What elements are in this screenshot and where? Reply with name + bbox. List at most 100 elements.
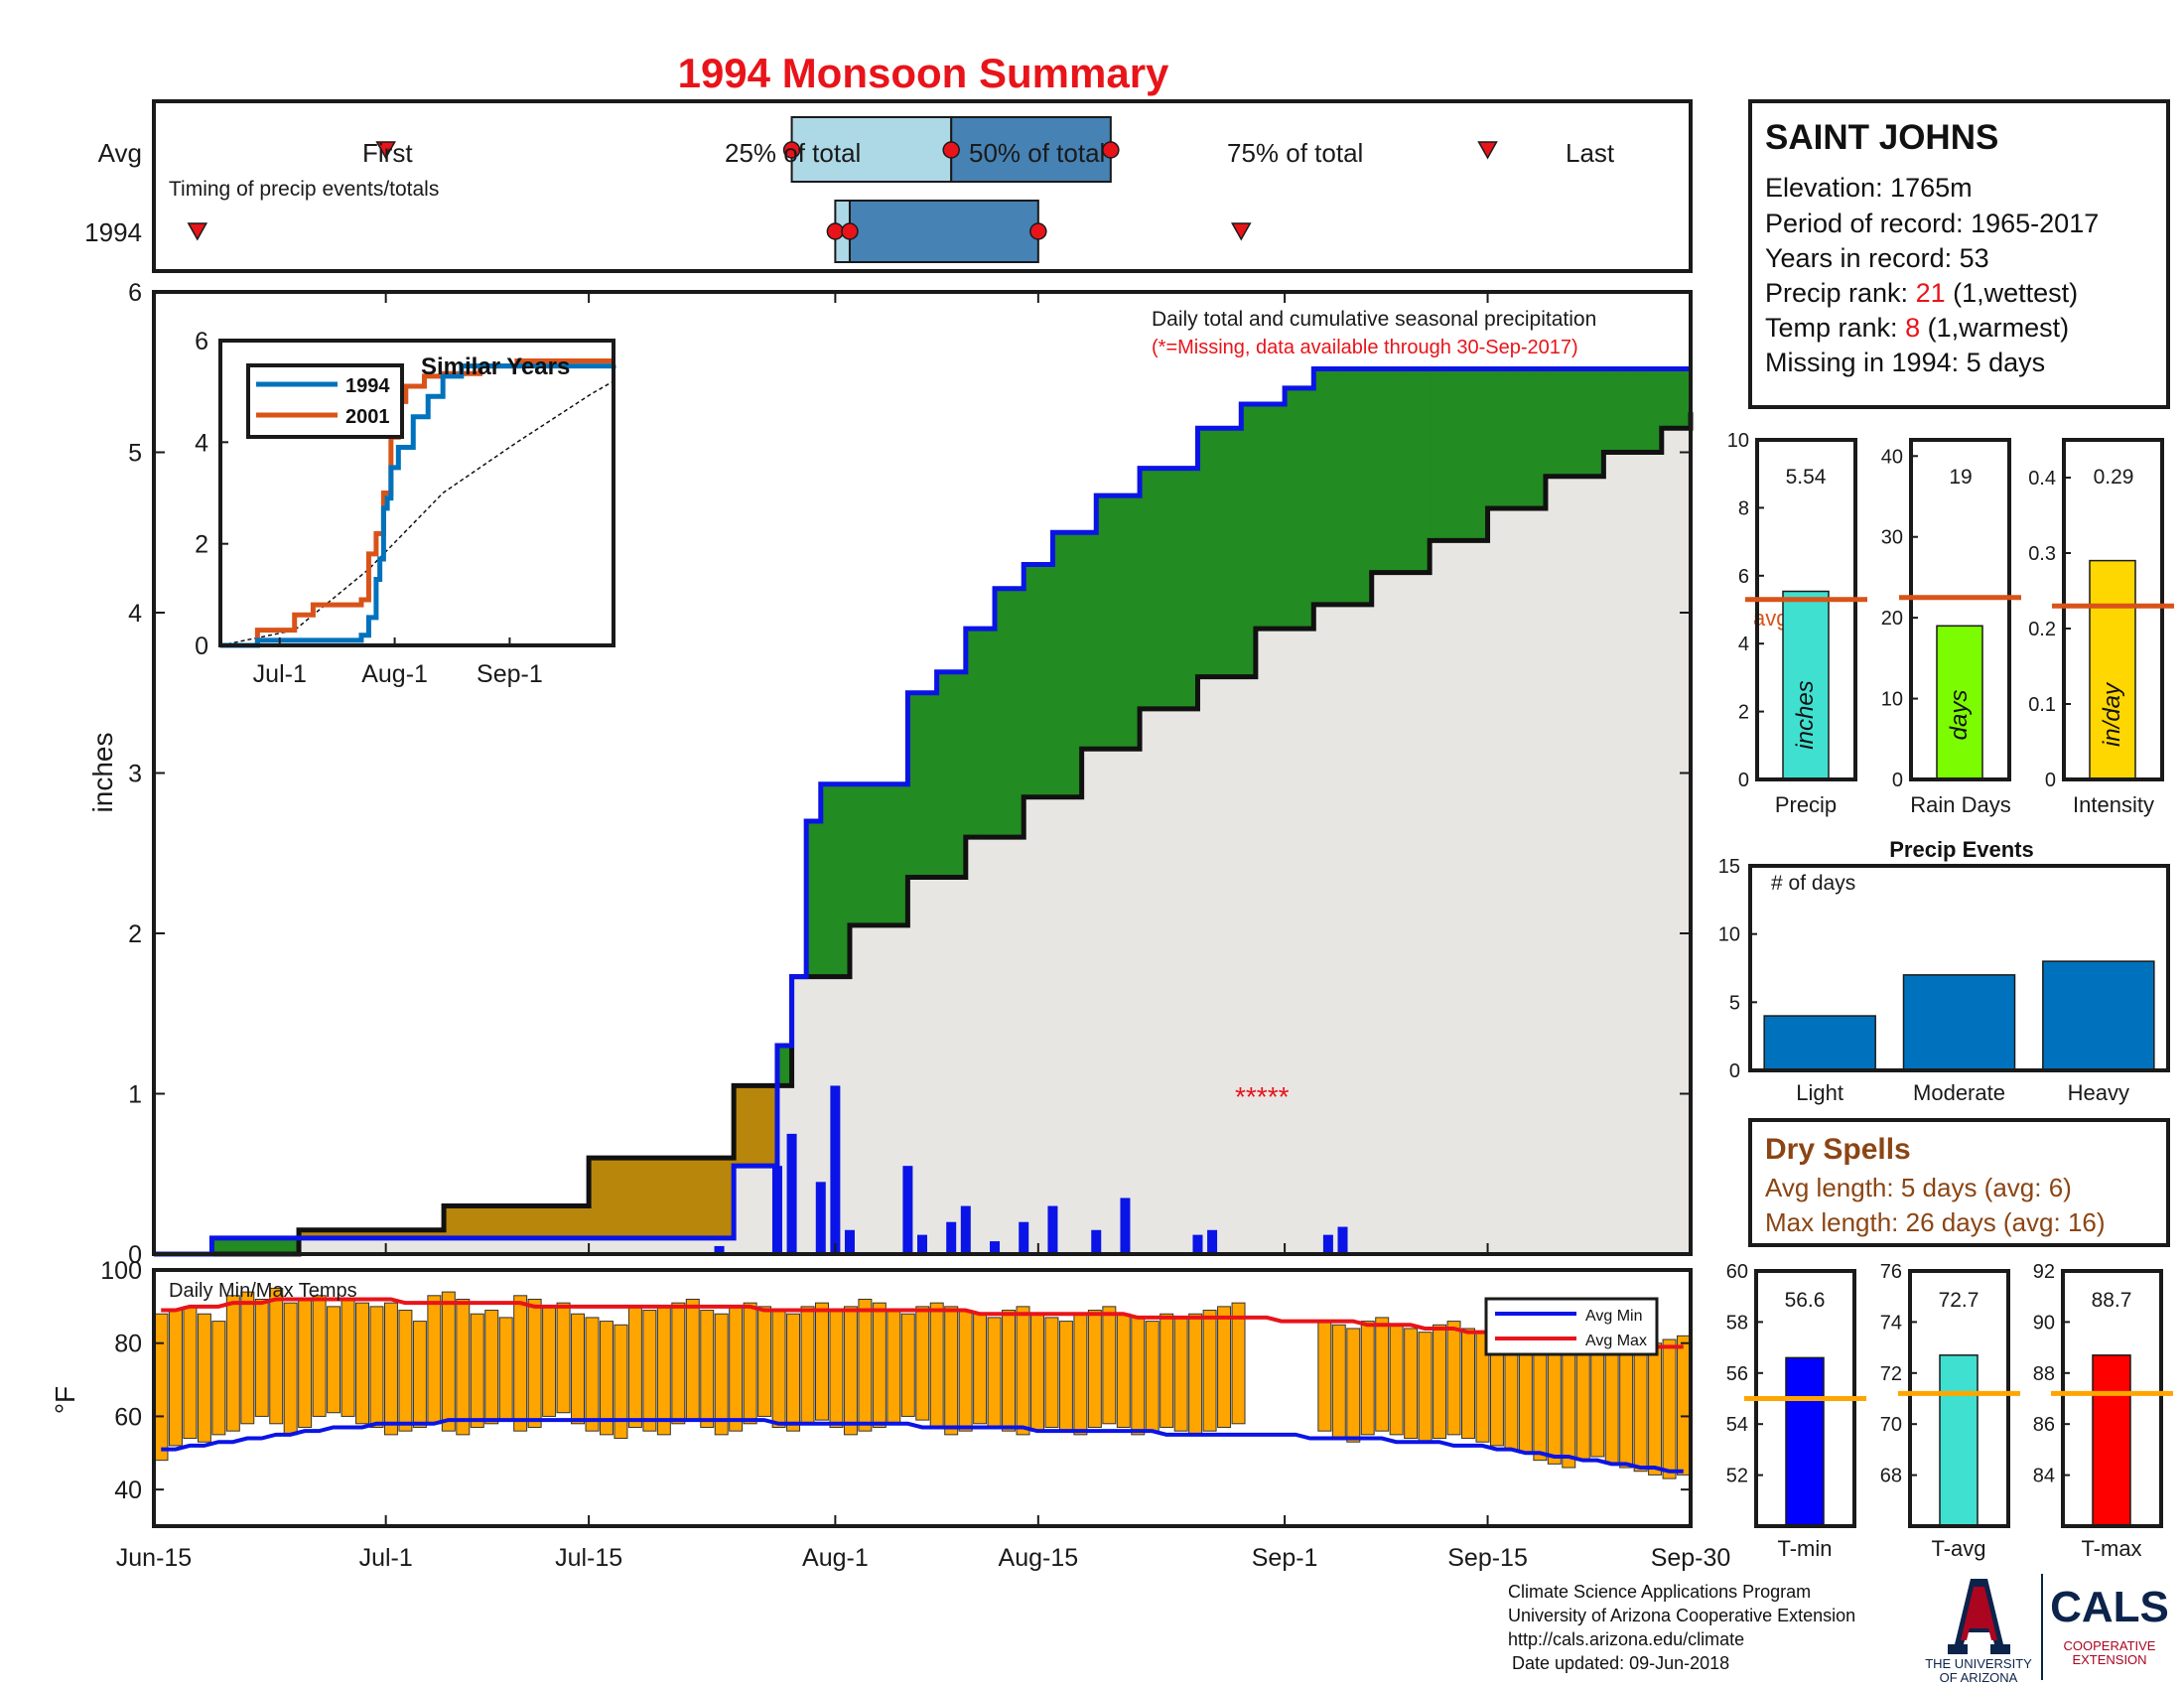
daily-temp-range-bar <box>240 1291 255 1425</box>
main-precip-chart: inches Daily total and cumulative season… <box>87 279 1730 1572</box>
above-average-fill <box>1574 368 1590 477</box>
daily-temp-range-bar <box>283 1302 298 1436</box>
main-y-tick-label: 3 <box>128 761 142 788</box>
below-average-fill <box>473 1205 488 1238</box>
daily-precip-bar <box>1322 1234 1333 1254</box>
daily-temp-range-bar <box>1346 1328 1361 1443</box>
below-average-fill <box>603 1158 618 1238</box>
university-of-arizona-logo: THE UNIVERSITY OF ARIZONA CALS COOPERATI… <box>1925 1574 2169 1685</box>
raindays-value: 19 <box>1949 466 1972 489</box>
tmax-value: 88.7 <box>2092 1289 2132 1312</box>
above-average-fill <box>1386 368 1402 573</box>
inset-similar-years: Similar Years 1994 2001 0 2 4 6 Jul-1 Aug-1 Se… <box>195 326 616 688</box>
below-average-fill <box>762 1085 778 1167</box>
daily-temp-range-bar <box>900 1313 915 1417</box>
temp-y-tick-label: 40 <box>114 1477 142 1504</box>
temp-y-tick-label: 80 <box>114 1331 142 1358</box>
above-average-fill <box>1357 368 1373 605</box>
inset-x-tick-label: Sep-1 <box>477 660 543 688</box>
precip-tick-label: 2 <box>1738 702 1749 724</box>
daily-temp-range-bar <box>398 1310 413 1432</box>
event-bar-light <box>1763 1015 1876 1071</box>
daily-temp-range-bar <box>1404 1328 1419 1440</box>
daily-temp-range-bar <box>1375 1317 1390 1432</box>
above-average-fill <box>1443 368 1459 541</box>
precip-unit-label: inches <box>1792 680 1819 749</box>
avg-min-line <box>161 1418 1684 1474</box>
daily-temp-range-bar <box>1217 1306 1232 1428</box>
avg-p75-marker <box>1102 141 1120 159</box>
inset-y-tick-label: 0 <box>195 633 208 660</box>
inset-1994-line <box>220 363 616 648</box>
station-temp-rank: Temp rank: 8 (1,warmest) <box>1765 313 2069 343</box>
daily-precip-bar <box>1019 1221 1029 1254</box>
timing-first-label: First <box>362 138 413 168</box>
above-average-fill <box>907 692 923 878</box>
main-plot-area <box>154 366 1694 1257</box>
above-average-fill <box>1096 495 1112 750</box>
daily-temp-range-bar <box>1633 1335 1648 1473</box>
below-average-fill <box>545 1205 561 1238</box>
inset-title: Similar Years <box>421 353 570 380</box>
daily-temp-range-bar <box>1317 1321 1332 1432</box>
daily-precip-bar <box>1120 1197 1131 1254</box>
daily-temp-range-bar <box>1173 1317 1188 1432</box>
daily-precip-bar <box>815 1182 826 1254</box>
year-cumulative-line <box>154 366 1691 1257</box>
event-category-label: Moderate <box>1913 1080 2005 1105</box>
main-missing-marker: ***** <box>1235 1081 1290 1112</box>
daily-temp-range-bar <box>944 1306 959 1436</box>
temp-plot-area <box>154 1287 1692 1479</box>
intensity-bar <box>2089 559 2136 780</box>
temp-title: Daily Min/Max Temps <box>169 1280 357 1302</box>
main-y-tick-label: 2 <box>128 920 142 948</box>
tmax-tick-label: 88 <box>2033 1363 2055 1385</box>
precip-value: 5.54 <box>1786 466 1827 489</box>
raindays-tick-label: 0 <box>1892 770 1903 791</box>
avg-cumulative-fill <box>154 412 1691 1254</box>
temperature-chart: Daily Min/Max Temps °F 40 60 80 100 Avg Min… <box>50 1257 1693 1528</box>
event-category-label: Light <box>1796 1080 1843 1105</box>
cals-sub-2: EXTENSION <box>2072 1652 2146 1667</box>
intensity-xlabel: Intensity <box>2073 792 2154 817</box>
tmin-tick-label: 58 <box>1726 1312 1748 1334</box>
below-average-fill <box>356 1229 372 1238</box>
timing-caption: Timing of precip events/totals <box>169 178 439 201</box>
tmax-tick-label: 90 <box>2033 1312 2055 1334</box>
dry-spells-max: Max length: 26 days (avg: 16) <box>1765 1207 2106 1237</box>
above-average-fill <box>776 1046 793 1086</box>
tmin-tick-label: 54 <box>1726 1414 1748 1436</box>
daily-temp-range-bar <box>1575 1338 1590 1462</box>
avg-p50-marker <box>942 141 960 159</box>
station-elevation: Elevation: 1765m <box>1765 173 1973 203</box>
daily-precip-bar <box>771 1166 782 1254</box>
below-average-fill <box>458 1205 474 1238</box>
avg-cumulative-line <box>154 412 1694 1257</box>
daily-temp-range-bar <box>1145 1321 1160 1432</box>
avg-p25-marker <box>782 141 801 159</box>
daily-temp-range-bar <box>685 1298 700 1421</box>
below-average-fill <box>631 1158 648 1238</box>
above-average-fill <box>1617 368 1634 453</box>
daily-temp-range-bar <box>829 1310 844 1428</box>
daily-precip-bar <box>786 1133 797 1254</box>
intensity-unit-label: in/day <box>2099 681 2125 747</box>
above-average-fill <box>835 783 851 977</box>
temp-y-ticks: 40 60 80 100 <box>100 1257 1691 1504</box>
daily-temp-range-bar <box>1231 1302 1246 1425</box>
cals-logo-text: CALS <box>2050 1583 2169 1631</box>
daily-temp-range-bar <box>858 1298 873 1432</box>
block-a-inner-icon <box>1961 1587 1997 1640</box>
tavg-tick-label: 68 <box>1880 1466 1902 1487</box>
temp-y-tick-label: 100 <box>100 1257 142 1285</box>
daily-temp-range-bar <box>987 1317 1002 1428</box>
raindays-tick-label: 10 <box>1881 689 1903 711</box>
daily-temp-range-bar <box>312 1295 327 1417</box>
timing-row-avg-label: Avg <box>98 138 142 168</box>
raindays-tick-label: 30 <box>1881 527 1903 549</box>
above-average-fill <box>240 1237 256 1254</box>
x-tick-label: Jul-15 <box>555 1544 622 1572</box>
daily-temp-range-bar <box>1002 1310 1017 1432</box>
daily-temp-range-bar <box>1389 1324 1404 1436</box>
tmax-panel-frame <box>2061 1269 2163 1528</box>
